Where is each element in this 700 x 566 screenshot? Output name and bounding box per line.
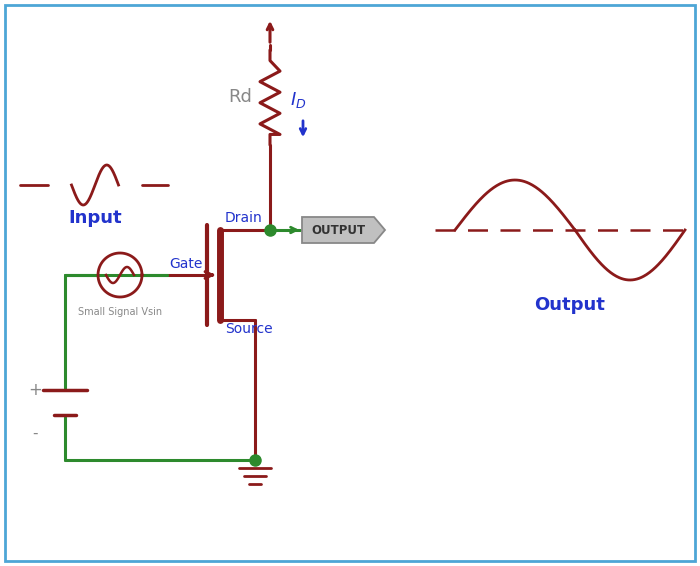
Text: Output: Output [535, 296, 606, 314]
Text: +: + [28, 381, 42, 399]
Text: Source: Source [225, 322, 272, 336]
Text: Small Signal Vsin: Small Signal Vsin [78, 307, 162, 317]
Text: Rd: Rd [228, 88, 252, 106]
Text: Gate: Gate [169, 257, 202, 271]
Text: Drain: Drain [225, 211, 262, 225]
Polygon shape [302, 217, 385, 243]
Text: OUTPUT: OUTPUT [311, 224, 365, 237]
Text: Input: Input [68, 209, 122, 227]
Text: $I_D$: $I_D$ [290, 90, 307, 110]
Text: -: - [32, 426, 38, 440]
